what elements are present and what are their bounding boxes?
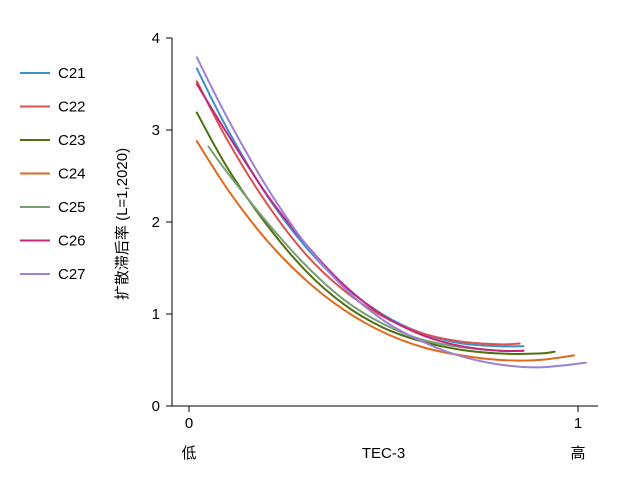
series-line-c23 [195,111,556,355]
y-tick-label: 4 [152,30,160,47]
legend-label-c23: C23 [58,132,86,149]
y-tick-label: 3 [152,122,160,139]
legend-label-c24: C24 [58,166,86,183]
series-line-c26 [195,83,525,353]
series-lines [195,56,587,369]
legend-label-c27: C27 [58,266,86,283]
y-axis-label: 扩散滞后率 (L=1,2020) [114,148,131,300]
y-tick-label: 0 [152,398,160,415]
series-line-c21 [195,67,525,348]
x-tick-label: 1 [574,415,582,432]
legend-label-c21: C21 [58,65,86,82]
plot-area: 0 1 2 3 4 0 低 1 高 [152,30,598,462]
y-axis-ticks: 0 1 2 3 4 [152,30,172,415]
legend: C21 C22 C23 C24 C25 C26 C27 [20,65,86,283]
x-tick-label: 0 [185,415,193,432]
legend-label-c22: C22 [58,99,86,116]
series-line-c27 [195,56,587,369]
x-tick-sublabel: 高 [570,445,585,462]
x-tick-sublabel: 低 [181,445,196,462]
x-axis-label: TEC-3 [362,445,405,462]
legend-label-c26: C26 [58,233,86,250]
series-line-c24 [195,140,576,362]
legend-label-c25: C25 [58,199,86,216]
y-tick-label: 2 [152,214,160,231]
x-axis-ticks: 0 低 1 高 [181,406,586,462]
y-tick-label: 1 [152,306,160,323]
